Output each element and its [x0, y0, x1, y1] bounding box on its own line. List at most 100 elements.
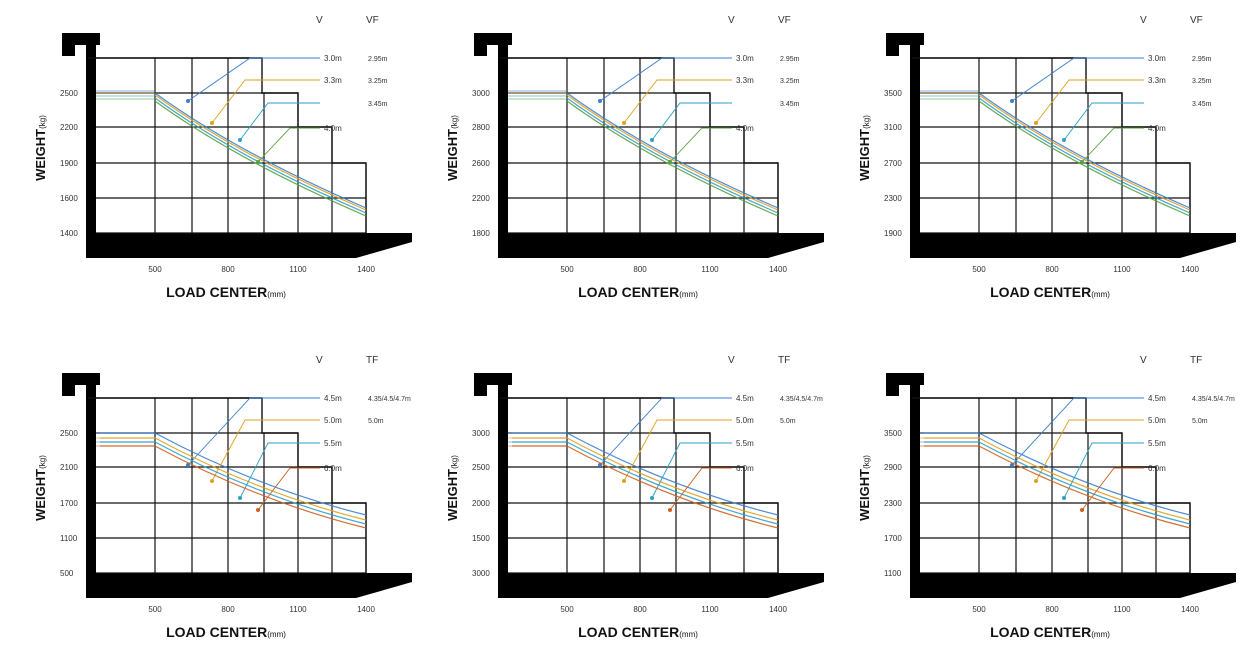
x-tick-label: 800: [633, 605, 647, 614]
callout-marker: [1062, 138, 1066, 142]
grid-step-outline: [912, 57, 1191, 233]
legend-max-fork-height: 3.25m: [1192, 78, 1212, 85]
series-line: [566, 97, 779, 214]
x-tick-label: 800: [221, 265, 235, 274]
callout-leader: [211, 79, 320, 124]
series-line: [512, 437, 779, 521]
series-line: [154, 100, 367, 217]
legend-mast-height: 5.0m: [1148, 416, 1166, 425]
axis-cap: [886, 373, 924, 396]
y-axis-title-main: WEIGHT: [857, 469, 872, 521]
y-axis-title-main: WEIGHT: [445, 469, 460, 521]
series-line: [978, 97, 1191, 214]
x-tick-label: 800: [1045, 605, 1059, 614]
y-tick-label: 3000: [472, 429, 490, 438]
legend-max-fork-height: 5.0m: [780, 418, 796, 425]
callout-leader: [1081, 467, 1144, 511]
x-tick-label: 1400: [357, 265, 375, 274]
y-tick-label: 1700: [884, 534, 902, 543]
legend-header-v: V: [1140, 355, 1147, 366]
chart-panel: 3000 1500 2000 2500 3000 500 800 1100 1400 WEIGHT…: [445, 355, 824, 640]
series-line: [978, 100, 1191, 217]
legend-max-fork-height: 4.35/4.5/4.7m: [780, 396, 823, 403]
callout-marker: [256, 160, 260, 164]
legend-header-type: VF: [366, 15, 379, 26]
x-tick-label: 1100: [1113, 265, 1131, 274]
series-line: [924, 432, 1191, 516]
x-tick-label: 1400: [357, 605, 375, 614]
x-tick-label: 1100: [701, 265, 719, 274]
legend-mast-height: 3.3m: [1148, 76, 1166, 85]
legend-mast-height: 4.0m: [324, 124, 342, 133]
y-tick-label: 1800: [472, 229, 490, 238]
x-tick-label: 1100: [289, 265, 307, 274]
legend-max-fork-height: 2.95m: [368, 56, 388, 63]
y-tick-label: 500: [60, 569, 74, 578]
legend-header-v: V: [728, 355, 735, 366]
axis-cap: [62, 373, 100, 396]
legend-mast-height: 4.5m: [736, 394, 754, 403]
x-axis-title-unit: (mm): [267, 290, 286, 299]
y-tick-label: 3100: [884, 123, 902, 132]
y-tick-label: 2300: [884, 194, 902, 203]
y-axis-title: WEIGHT(kg): [445, 115, 460, 181]
x-axis-floor: [86, 233, 412, 258]
x-tick-label: 500: [148, 605, 162, 614]
series-line: [100, 445, 367, 529]
callout-marker: [622, 121, 626, 125]
x-tick-label: 800: [1045, 265, 1059, 274]
x-axis-title: LOAD CENTER(mm): [578, 624, 698, 640]
legend-max-fork-height: 3.45m: [780, 101, 800, 108]
x-axis-title-main: LOAD CENTER: [166, 284, 267, 300]
callout-leader: [239, 102, 320, 141]
legend-mast-height: 6.0m: [1148, 464, 1166, 473]
series-line: [924, 441, 1191, 525]
y-tick-label: 2200: [472, 194, 490, 203]
chart-panel: 1100 1700 2300 2900 3500 500 800 1100 1400 WEIGHT…: [857, 355, 1236, 640]
callout-marker: [1080, 160, 1084, 164]
callout-leader: [623, 79, 732, 124]
x-axis-title: LOAD CENTER(mm): [166, 624, 286, 640]
legend-mast-height: 3.0m: [1148, 54, 1166, 63]
series-line: [100, 432, 367, 516]
callout-marker: [238, 138, 242, 142]
legend-mast-height: 3.3m: [324, 76, 342, 85]
callout-leader: [1063, 102, 1144, 141]
y-tick-label: 1100: [60, 534, 78, 543]
callout-leader: [1011, 57, 1144, 102]
y-axis-title: WEIGHT(kg): [857, 455, 872, 521]
y-axis-title: WEIGHT(kg): [445, 455, 460, 521]
legend-mast-height: 5.0m: [324, 416, 342, 425]
y-tick-label: 2500: [472, 463, 490, 472]
x-tick-label: 1400: [1181, 605, 1199, 614]
callout-marker: [1034, 121, 1038, 125]
callout-marker: [256, 508, 260, 512]
axis-cap: [62, 33, 100, 56]
callout-marker: [650, 496, 654, 500]
series-line: [512, 432, 779, 516]
x-tick-label: 500: [560, 265, 574, 274]
callout-marker: [1034, 479, 1038, 483]
x-axis-floor: [910, 573, 1236, 598]
legend-mast-height: 4.0m: [1148, 124, 1166, 133]
callout-leader: [1081, 127, 1144, 163]
legend-header-v: V: [728, 15, 735, 26]
x-axis-title: LOAD CENTER(mm): [578, 284, 698, 300]
series-line: [978, 94, 1191, 211]
legend-header-v: V: [1140, 15, 1147, 26]
legend-header-type: TF: [366, 355, 378, 366]
series-line: [512, 441, 779, 525]
grid-step-outline: [88, 397, 367, 573]
x-axis-title-unit: (mm): [1091, 630, 1110, 639]
callout-marker: [1080, 508, 1084, 512]
grid-step-outline: [912, 397, 1191, 573]
x-tick-label: 500: [972, 605, 986, 614]
series-line: [154, 97, 367, 214]
x-axis-title-main: LOAD CENTER: [990, 284, 1091, 300]
legend-header-v: V: [316, 355, 323, 366]
callout-leader: [187, 57, 320, 102]
x-axis-title-unit: (mm): [1091, 290, 1110, 299]
y-tick-label: 1100: [884, 569, 902, 578]
callout-marker: [1010, 463, 1014, 467]
y-tick-label: 2500: [60, 429, 78, 438]
